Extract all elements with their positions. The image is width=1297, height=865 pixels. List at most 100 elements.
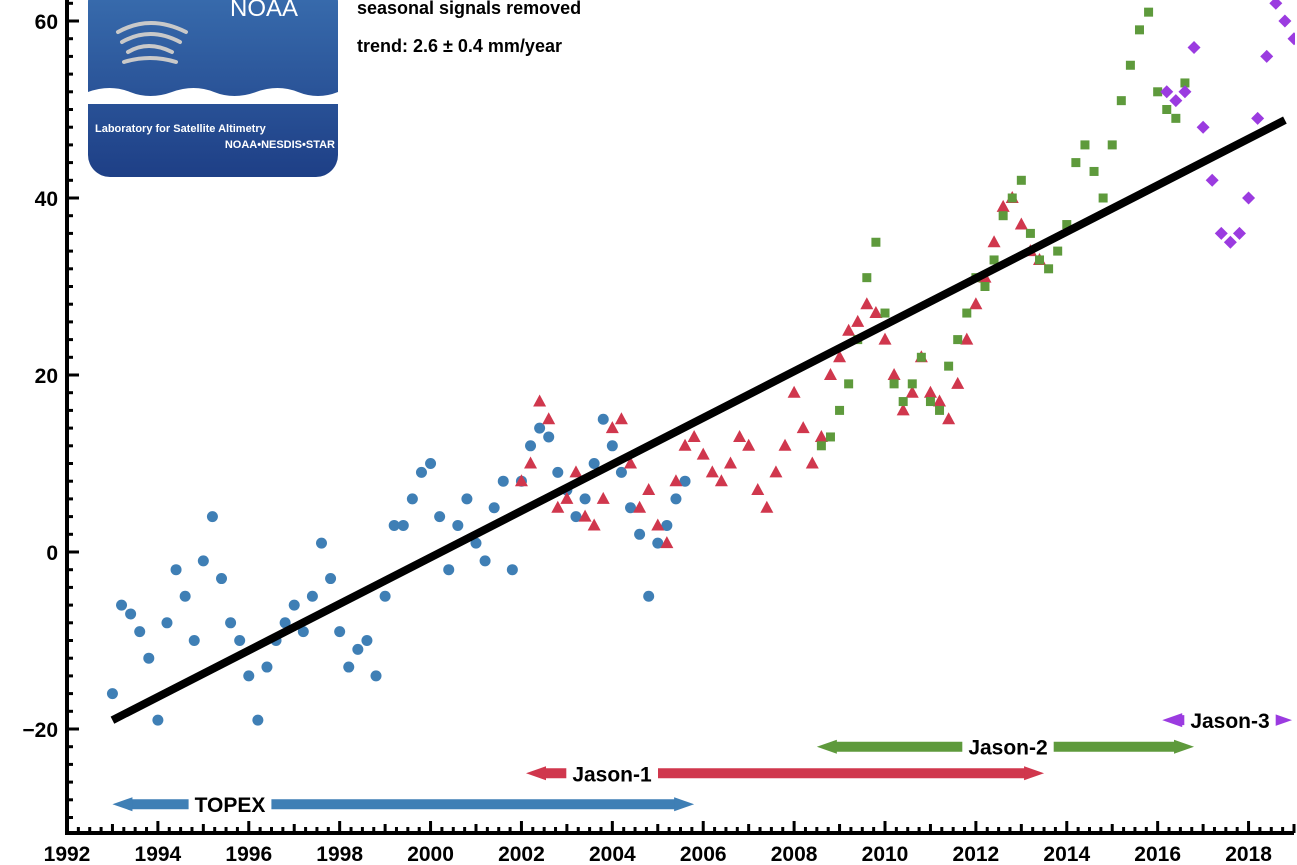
point-jason-3-4 — [1196, 120, 1210, 134]
point-jason-1-29 — [778, 438, 792, 451]
point-jason-1-6 — [569, 465, 583, 478]
point-jason-3-14 — [1287, 32, 1295, 46]
point-topex-47 — [534, 422, 546, 434]
point-jason-1-5 — [560, 491, 574, 504]
mission-jason2-arrow-right — [1174, 739, 1195, 754]
point-jason-1-24 — [733, 429, 747, 442]
point-topex-3 — [134, 626, 146, 638]
point-jason-2-39 — [1171, 113, 1181, 123]
point-topex-43 — [497, 475, 509, 487]
point-topex-11 — [206, 511, 218, 523]
point-topex-7 — [170, 564, 182, 576]
point-topex-39 — [461, 493, 473, 505]
point-jason-1-42 — [896, 403, 910, 416]
mission-topex: TOPEX — [112, 793, 695, 819]
x-tick-label: 2006 — [680, 843, 727, 865]
point-jason-3-7 — [1223, 235, 1237, 249]
point-jason-1-19 — [687, 429, 701, 442]
noaa-org-name: NOAA•NESDIS•STAR — [225, 139, 335, 151]
point-topex-5 — [152, 714, 164, 726]
mission-jason1: Jason-1 — [525, 762, 1045, 788]
y-tick-label: 0 — [46, 542, 58, 565]
point-jason-1-25 — [742, 438, 756, 451]
point-topex-23 — [315, 537, 327, 549]
x-tick-label: 1994 — [135, 843, 182, 865]
point-jason-1-14 — [642, 483, 656, 496]
x-tick-label: 1996 — [225, 843, 272, 865]
noaa-wave-icon — [88, 88, 338, 104]
point-jason-1-40 — [878, 332, 892, 345]
point-topex-30 — [379, 590, 391, 602]
point-jason-2-0 — [816, 441, 826, 451]
point-jason-1-22 — [714, 474, 728, 487]
point-jason-1-31 — [796, 421, 810, 434]
y-tick-label: −20 — [22, 719, 58, 742]
point-topex-28 — [361, 635, 373, 646]
point-jason-3-2 — [1178, 85, 1192, 99]
point-jason-1-32 — [805, 456, 819, 469]
point-jason-1-1 — [524, 456, 538, 469]
noaa-logo: NOAA Laboratory for Satellite Altimetry … — [88, 0, 338, 177]
point-jason-1-3 — [542, 412, 556, 425]
point-jason-1-41 — [887, 368, 901, 380]
point-topex-58 — [634, 528, 646, 540]
point-topex-1 — [116, 599, 128, 611]
point-jason-3-3 — [1187, 41, 1201, 55]
point-jason-1-35 — [833, 350, 847, 363]
point-jason-1-9 — [596, 491, 610, 504]
point-jason-1-37 — [851, 314, 865, 327]
point-jason-1-38 — [860, 297, 874, 310]
point-topex-33 — [406, 493, 418, 505]
mission-topex-arrow-left — [112, 797, 133, 812]
point-topex-53 — [588, 458, 600, 469]
point-topex-15 — [243, 670, 255, 682]
annotation-seasonal: seasonal signals removed — [357, 0, 581, 18]
point-topex-36 — [434, 511, 446, 523]
mission-jason1-arrow-left — [525, 766, 546, 781]
point-jason-1-0 — [514, 474, 528, 487]
point-topex-35 — [425, 458, 437, 469]
point-topex-40 — [470, 537, 482, 549]
trend-line-layer — [110, 116, 1287, 724]
mission-jason2-label-bg — [962, 735, 1054, 761]
point-jason-1-34 — [823, 368, 837, 380]
point-jason-2-7 — [880, 308, 890, 318]
noaa-sound-arcs-icon — [116, 21, 188, 64]
point-jason-2-35 — [1134, 25, 1144, 35]
point-jason-2-9 — [898, 397, 908, 407]
point-jason-1-47 — [942, 412, 956, 425]
point-jason-1-55 — [1014, 217, 1028, 230]
mission-jason1-arrow-right — [1024, 766, 1045, 781]
x-tick-label: 2010 — [862, 843, 909, 865]
point-jason-3-5 — [1205, 173, 1219, 187]
point-jason-2-40 — [1180, 78, 1190, 88]
point-jason-3-8 — [1232, 226, 1246, 240]
point-jason-2-23 — [1025, 228, 1035, 238]
point-topex-9 — [188, 635, 200, 646]
point-jason-1-8 — [587, 518, 601, 531]
point-topex-29 — [370, 670, 382, 682]
point-jason-1-39 — [869, 306, 883, 319]
point-jason-1-52 — [987, 235, 1001, 248]
point-topex-37 — [443, 564, 455, 576]
mission-jason1-label: Jason-1 — [572, 763, 652, 786]
point-topex-34 — [415, 466, 427, 478]
point-jason-2-31 — [1098, 193, 1108, 203]
point-jason-2-15 — [953, 335, 963, 345]
point-jason-2-36 — [1144, 7, 1154, 17]
point-jason-2-25 — [1044, 264, 1054, 274]
point-jason-1-12 — [624, 456, 638, 469]
point-jason-2-32 — [1107, 140, 1117, 150]
point-jason-1-18 — [678, 438, 692, 451]
point-jason-2-28 — [1071, 158, 1081, 168]
point-topex-2 — [125, 608, 137, 620]
point-jason-2-34 — [1125, 60, 1135, 70]
x-tick-label: 1992 — [44, 843, 91, 865]
point-jason-2-2 — [835, 405, 845, 415]
point-topex-0 — [106, 688, 118, 700]
point-topex-60 — [652, 537, 664, 549]
point-topex-57 — [625, 502, 637, 514]
point-jason-2-30 — [1089, 166, 1099, 176]
point-topex-55 — [606, 440, 618, 452]
